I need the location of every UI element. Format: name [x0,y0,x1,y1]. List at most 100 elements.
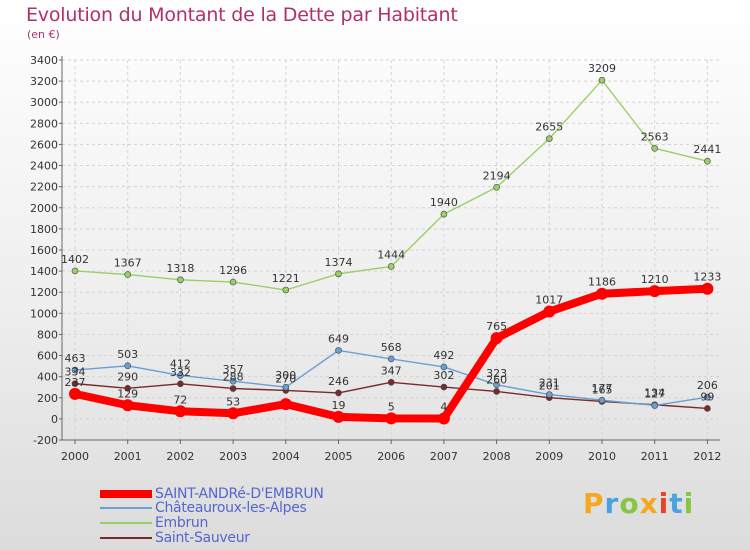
data-point [335,270,342,278]
data-point [227,407,240,420]
data-label: 99 [700,390,714,403]
data-label: 1296 [219,264,247,277]
x-tick-label: 2012 [693,450,721,463]
data-point [229,385,237,392]
y-tick-label: 1400 [30,265,58,278]
data-label: 19 [332,399,346,412]
y-tick-label: 3000 [30,96,58,109]
data-label: 127 [644,387,665,400]
data-point [279,398,292,411]
data-label: 5 [388,400,395,413]
data-label: 270 [275,372,296,385]
y-tick-label: 1800 [30,223,58,236]
data-point [440,210,448,218]
x-tick-label: 2002 [166,450,194,463]
series-lines [69,76,714,425]
data-point [490,332,503,345]
logo-letter: i [683,487,695,520]
data-label: 302 [433,369,454,382]
data-label: 129 [117,387,138,400]
data-point [598,76,606,84]
x-tick-label: 2009 [535,450,563,463]
data-point [385,412,398,425]
data-point [71,380,79,387]
data-point [651,402,659,409]
x-tick-label: 2001 [114,450,142,463]
x-tick-label: 2003 [219,450,247,463]
data-label: 347 [381,364,402,377]
legend-label: Châteauroux-les-Alpes [155,500,307,516]
data-label: 1233 [693,271,721,284]
y-tick-label: 400 [37,371,58,384]
data-point [124,384,131,392]
legend-swatch [100,490,152,498]
y-tick-label: 0 [51,413,58,426]
legend-swatch [100,537,152,539]
data-label: 332 [170,366,191,379]
logo-letter: x [639,487,659,520]
data-label: 463 [65,352,86,365]
data-label: 1318 [166,262,194,275]
axes: -200 0 200 400 600 800 1000 1200 1400 1600 1800 200… [30,54,721,463]
data-label: 165 [592,383,613,396]
data-label: 231 [539,377,560,390]
data-label: 649 [328,332,349,345]
data-point [124,362,131,370]
data-label: 134 [644,387,665,400]
data-label: 1186 [588,276,616,289]
data-label: 4 [440,400,447,413]
logo-letter: i [658,487,670,520]
data-point [493,184,500,191]
data-label: 2655 [535,121,563,134]
data-point [440,363,448,371]
chart-title: Evolution du Montant de la Dette par Hab… [26,4,458,26]
data-label: 1444 [377,248,405,261]
data-point [335,389,342,397]
data-point [648,285,661,298]
data-point [493,381,500,389]
data-point [124,271,131,278]
data-label: 412 [170,357,191,370]
legend-label: Embrun [155,515,209,531]
logo-letter: o [619,487,640,520]
data-point [69,387,81,400]
y-tick-label: 1200 [30,286,58,299]
data-label: 1374 [325,256,353,269]
logo-letter: r [604,487,620,520]
y-tick-label: 1600 [30,244,58,257]
data-label: 300 [275,369,296,382]
data-point [543,305,556,318]
data-point [229,278,237,286]
data-label: 288 [223,370,244,383]
y-tick-label: 3200 [30,75,58,88]
x-tick-label: 2007 [430,450,458,463]
y-tick-label: 2400 [30,160,58,173]
data-point [704,405,711,412]
data-label: 2194 [483,169,511,182]
legend-label: Saint-Sauveur [155,530,250,546]
data-point [437,412,450,425]
data-point [335,347,342,354]
data-point [174,405,187,418]
data-point [229,377,237,385]
data-label: 492 [433,349,454,362]
data-point [545,391,553,398]
data-label: 568 [381,341,402,354]
data-label: 201 [539,380,560,393]
gridlines [62,59,720,441]
logo-letter: P [583,487,605,520]
data-label: 53 [226,395,240,408]
data-label: 237 [65,376,86,389]
data-label: 72 [173,393,187,406]
data-point [282,383,290,391]
y-tick-label: 3400 [30,54,58,67]
x-tick-label: 2010 [588,450,616,463]
data-label: 290 [117,370,138,383]
y-tick-label: 2800 [30,117,58,130]
y-tick-label: 800 [37,328,58,341]
y-tick-label: 200 [37,392,58,405]
data-point [598,396,606,404]
x-tick-label: 2011 [641,450,669,463]
data-label: 206 [697,379,718,392]
data-point [704,393,711,401]
